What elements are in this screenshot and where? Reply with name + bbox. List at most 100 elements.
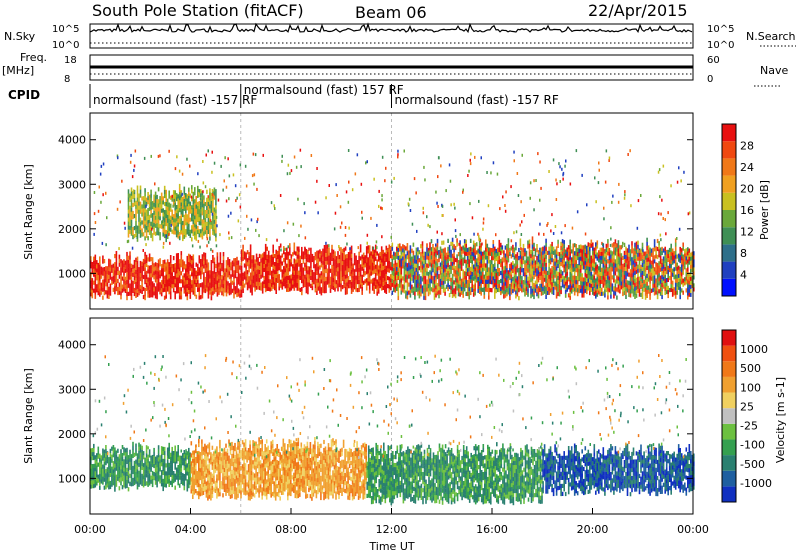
heatmap-cell [216,284,219,289]
heatmap-cell [486,271,489,276]
heatmap-cell [296,246,299,251]
heatmap-cell [150,289,152,294]
heatmap-cell [506,268,508,273]
heatmap-cell [474,291,476,296]
heatmap-cell [658,269,660,274]
heatmap-cell [180,210,183,215]
heatmap-cell [436,291,439,296]
heatmap-cell [595,250,597,255]
heatmap-cell [322,248,324,253]
heatmap-cell [94,282,97,287]
scatter-cell [440,164,442,168]
heatmap-cell [293,258,296,263]
heatmap-cell [157,267,160,272]
scatter-cell [450,203,452,207]
heatmap-cell [552,282,555,287]
scatter-cell [378,189,380,193]
scatter-cell [265,238,268,242]
heatmap-cell [573,267,576,272]
heatmap-cell [325,268,327,274]
heatmap-cell [165,237,167,243]
heatmap-cell [567,277,570,282]
heatmap-cell [513,275,516,280]
heatmap-cell [545,250,547,255]
heatmap-cell [589,279,591,284]
heatmap-cell [589,291,591,296]
heatmap-cell [442,248,445,253]
heatmap-cell [684,257,686,262]
scatter-cell [258,234,260,238]
heatmap-cell [138,201,140,206]
heatmap-cell [169,207,172,212]
heatmap-cell [599,259,602,264]
heatmap-cell [296,254,299,259]
heatmap-cell [494,266,496,271]
heatmap-cell [537,290,540,295]
nsearch-label: N.Search [746,30,796,43]
scatter-cell [533,208,535,212]
heatmap-cell [414,259,416,264]
heatmap-cell [674,262,677,267]
heatmap-cell [433,247,436,252]
scatter-cell [678,227,681,231]
heatmap-cell [203,227,205,232]
heatmap-cell [643,259,645,264]
heatmap-cell [322,272,324,277]
heatmap-cell [191,209,193,214]
scatter-cell [310,154,313,157]
heatmap-cell [108,286,110,291]
heatmap-cell [159,208,161,213]
heatmap-cell [602,291,605,296]
heatmap-cell [233,258,235,263]
heatmap-cell [343,263,345,268]
heatmap-cell [414,263,416,268]
heatmap-cell [394,276,397,281]
heatmap-cell [319,253,321,258]
heatmap-cell [382,249,385,254]
heatmap-cell [530,270,532,275]
heatmap-cell [335,280,338,285]
heatmap-cell [148,277,151,282]
heatmap-cell [472,264,475,269]
scatter-cell [575,149,578,153]
heatmap-cell [353,253,356,258]
heatmap-cell [682,282,684,287]
heatmap-cell [209,204,211,209]
heatmap-cell [393,275,395,280]
heatmap-cell [135,265,137,270]
heatmap-cell [183,281,186,286]
heatmap-cell [114,290,116,295]
heatmap-cell [165,286,167,291]
heatmap-cell [533,246,535,251]
scatter-cell [228,236,230,240]
heatmap-cell [353,285,356,290]
heatmap-cell [498,256,501,261]
heatmap-cell [248,256,250,261]
heatmap-cell [494,250,496,255]
heatmap-cell [198,287,201,292]
heatmap-cell [438,278,440,283]
heatmap-cell [436,271,439,276]
heatmap-cell [108,294,110,299]
heatmap-cell [521,264,523,269]
heatmap-cell [230,290,232,295]
heatmap-cell [448,256,451,262]
scatter-cell [636,226,639,230]
heatmap-cell [156,263,158,268]
heatmap-cell [399,283,401,288]
heatmap-cell [433,271,436,276]
heatmap-cell [519,254,522,259]
heatmap-cell [215,225,217,230]
heatmap-cell [453,264,455,269]
heatmap-cell [560,253,562,258]
heatmap-cell [139,185,142,190]
heatmap-cell [103,287,106,292]
heatmap-cell [423,275,425,280]
heatmap-cell [379,259,381,265]
scatter-cell [478,237,480,241]
heatmap-cell [515,262,517,267]
heatmap-cell [607,279,609,284]
scatter-cell [199,197,202,201]
heatmap-cell [482,259,484,264]
heatmap-cell [570,277,573,282]
